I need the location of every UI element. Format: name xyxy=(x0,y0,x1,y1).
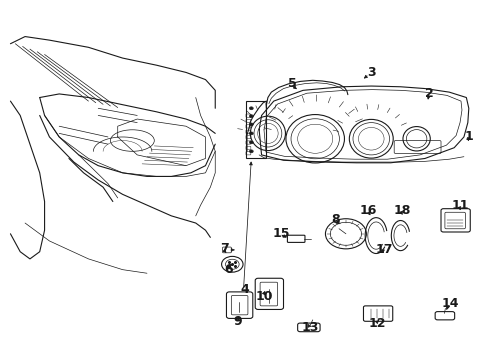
Text: 16: 16 xyxy=(359,204,376,217)
Text: 15: 15 xyxy=(272,227,290,240)
Text: 6: 6 xyxy=(224,263,233,276)
Circle shape xyxy=(250,124,252,125)
Text: 18: 18 xyxy=(392,204,410,217)
Text: 2: 2 xyxy=(425,87,433,100)
Text: 1: 1 xyxy=(464,130,472,144)
Text: 14: 14 xyxy=(441,297,458,310)
Text: 11: 11 xyxy=(450,199,468,212)
Text: 13: 13 xyxy=(301,320,318,333)
Circle shape xyxy=(250,141,252,143)
Text: 5: 5 xyxy=(287,77,296,90)
Circle shape xyxy=(250,133,252,134)
Text: 8: 8 xyxy=(330,213,339,226)
Text: 12: 12 xyxy=(368,317,386,330)
Text: 7: 7 xyxy=(219,242,228,255)
Text: 4: 4 xyxy=(240,283,248,296)
Text: 10: 10 xyxy=(255,290,272,303)
Text: 17: 17 xyxy=(374,243,392,256)
Circle shape xyxy=(250,116,252,117)
Text: 3: 3 xyxy=(366,66,375,79)
Text: 9: 9 xyxy=(233,315,242,328)
Circle shape xyxy=(250,150,252,152)
Circle shape xyxy=(250,108,252,109)
